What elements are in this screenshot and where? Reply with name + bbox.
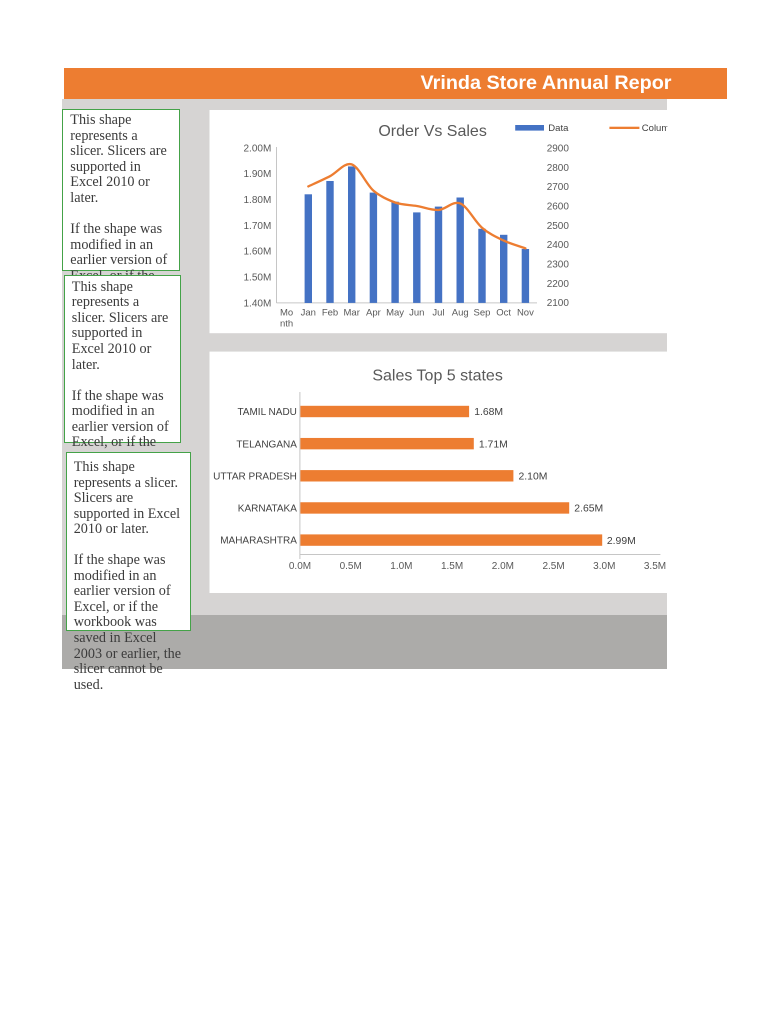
svg-text:TELANGANA: TELANGANA	[236, 439, 297, 450]
svg-text:Jul: Jul	[432, 307, 444, 318]
svg-text:Sep: Sep	[474, 307, 491, 318]
svg-text:2600: 2600	[547, 202, 570, 213]
svg-text:0.0M: 0.0M	[289, 561, 311, 572]
svg-text:2100: 2100	[547, 298, 570, 309]
svg-text:1.50M: 1.50M	[244, 273, 272, 284]
svg-text:1.68M: 1.68M	[474, 407, 503, 418]
svg-text:Aug: Aug	[452, 307, 469, 318]
svg-text:Apr: Apr	[366, 307, 381, 318]
svg-text:2.65M: 2.65M	[574, 504, 603, 515]
svg-text:0.5M: 0.5M	[340, 561, 362, 572]
svg-text:2.0M: 2.0M	[492, 561, 514, 572]
svg-text:Order Vs Sales: Order Vs Sales	[378, 123, 486, 140]
svg-text:TAMIL NADU: TAMIL NADU	[237, 407, 296, 418]
svg-text:2400: 2400	[547, 240, 570, 251]
svg-text:Column: Column	[642, 123, 675, 134]
svg-text:May: May	[386, 307, 404, 318]
svg-text:1.5M: 1.5M	[441, 561, 463, 572]
svg-text:Jan: Jan	[301, 307, 316, 318]
svg-text:UTTAR PRADESH: UTTAR PRADESH	[213, 471, 297, 482]
svg-text:2.10M: 2.10M	[519, 472, 548, 483]
svg-text:Mo: Mo	[280, 307, 293, 318]
svg-text:2500: 2500	[547, 221, 570, 232]
svg-text:3.5M: 3.5M	[644, 561, 666, 572]
svg-text:1.80M: 1.80M	[244, 195, 272, 206]
svg-text:Data: Data	[548, 123, 569, 134]
svg-text:Oct: Oct	[496, 307, 511, 318]
svg-text:MAHARASHTRA: MAHARASHTRA	[220, 536, 297, 547]
svg-text:3.0M: 3.0M	[593, 561, 615, 572]
svg-text:KARNATAKA: KARNATAKA	[238, 504, 297, 515]
svg-text:1.90M: 1.90M	[244, 169, 272, 180]
svg-text:1.71M: 1.71M	[479, 439, 508, 450]
svg-text:1.0M: 1.0M	[390, 561, 412, 572]
svg-text:2.00M: 2.00M	[244, 143, 272, 154]
svg-text:2.99M: 2.99M	[607, 536, 636, 547]
svg-text:2200: 2200	[547, 279, 570, 290]
svg-text:Feb: Feb	[322, 307, 338, 318]
svg-text:Mar: Mar	[344, 307, 360, 318]
svg-text:2700: 2700	[547, 182, 570, 193]
svg-text:Sales Top 5 states: Sales Top 5 states	[372, 367, 502, 384]
svg-text:1.70M: 1.70M	[244, 221, 272, 232]
svg-text:1.60M: 1.60M	[244, 247, 272, 258]
svg-text:1.40M: 1.40M	[244, 298, 272, 309]
svg-text:Nov: Nov	[517, 307, 534, 318]
svg-text:2300: 2300	[547, 260, 570, 271]
svg-text:2900: 2900	[547, 144, 570, 155]
svg-text:2.5M: 2.5M	[542, 561, 564, 572]
svg-text:Jun: Jun	[409, 307, 424, 318]
svg-text:nth: nth	[280, 318, 293, 329]
svg-text:2800: 2800	[547, 163, 570, 174]
